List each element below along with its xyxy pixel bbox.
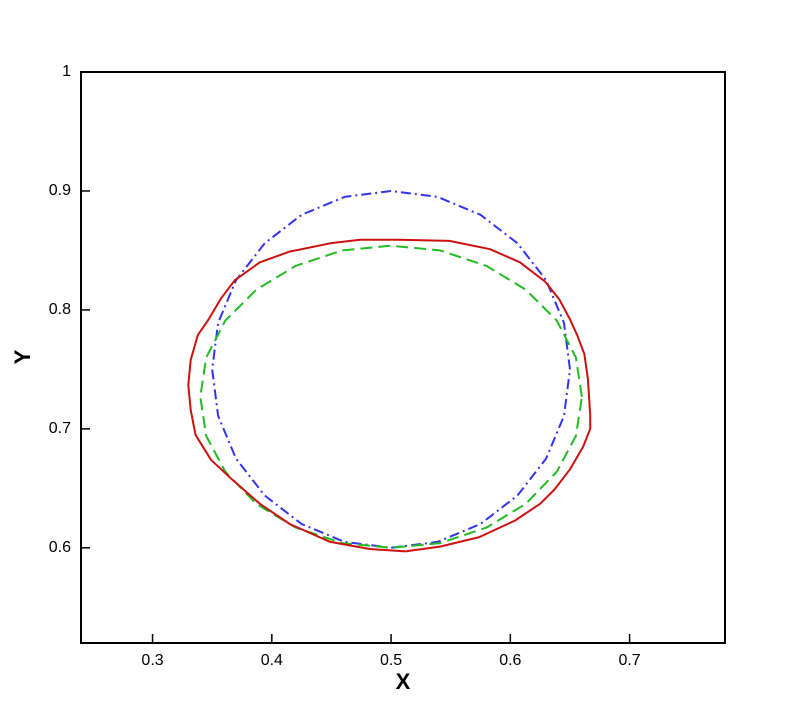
x-tick-label: 0.3 <box>141 652 163 669</box>
x-tick-label: 0.6 <box>499 652 521 669</box>
curve <box>187 238 592 553</box>
y-tick-label: 0.9 <box>49 182 71 199</box>
y-axis-title: Y <box>10 349 35 364</box>
y-tick-label: 0.7 <box>49 420 71 437</box>
x-tick-label: 0.5 <box>380 652 402 669</box>
curve <box>199 244 583 549</box>
x-tick-label: 0.4 <box>261 652 283 669</box>
y-tick-label: 1 <box>62 63 71 80</box>
x-axis-title: X <box>396 669 411 694</box>
x-tick-label: 0.7 <box>618 652 640 669</box>
plot-frame <box>80 71 726 644</box>
y-tick-label: 0.8 <box>49 301 71 318</box>
y-tick-label: 0.6 <box>49 539 71 556</box>
curve <box>211 190 571 549</box>
